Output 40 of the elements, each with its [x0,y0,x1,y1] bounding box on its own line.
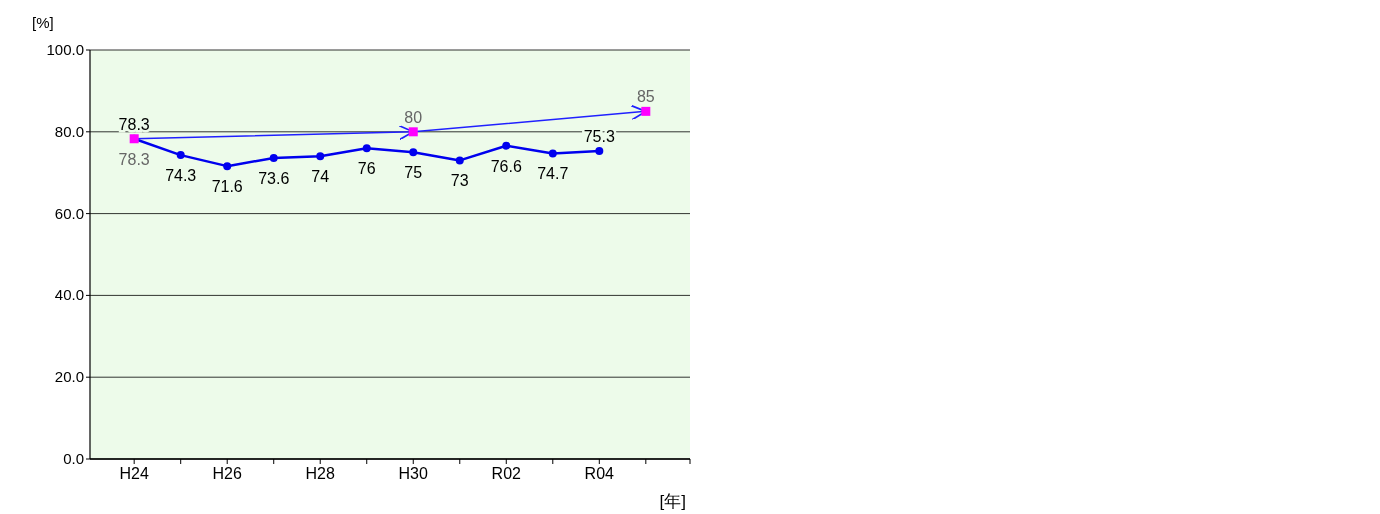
y-tick-label: 80.0 [54,122,84,140]
x-tick-label: R04 [584,465,615,482]
data-label: 74.3 [165,167,197,185]
x-axis-title: [年] [659,492,686,511]
point [409,148,418,157]
data-label: 80 [404,108,423,126]
x-tick-label: H26 [212,465,242,482]
point [548,149,557,158]
point [502,141,511,150]
data-label: 75 [404,164,423,182]
data-label: 85 [636,88,655,106]
y-tick-label: 20.0 [54,368,84,386]
data-label: 78.3 [118,115,150,133]
point [176,151,185,160]
x-tick-label: H24 [119,465,149,482]
point [595,147,604,156]
y-axis-title: [%] [32,14,54,31]
x-tick-label: R02 [491,465,522,482]
point [455,156,464,165]
data-label: 74.7 [537,165,569,183]
x-tick-label: H30 [398,465,429,482]
data-label: 73.6 [258,169,290,187]
point [362,144,371,153]
point [641,106,651,116]
y-tick-label: 100.0 [46,41,84,58]
data-label: 75.3 [583,128,615,146]
point [223,162,232,171]
point [408,127,418,137]
point [269,153,278,162]
x-tick-label: H28 [305,465,336,482]
data-label: 76.6 [490,157,522,175]
y-tick-label: 60.0 [54,204,84,222]
data-label: 76 [357,160,376,178]
data-label: 78.3 [118,150,150,168]
data-label: 71.6 [211,178,243,196]
data-label: 74 [311,168,330,186]
data-label: 73 [450,172,469,190]
point [316,152,325,161]
y-tick-label: 40.0 [54,286,84,304]
y-tick-label: 0.0 [63,450,84,467]
